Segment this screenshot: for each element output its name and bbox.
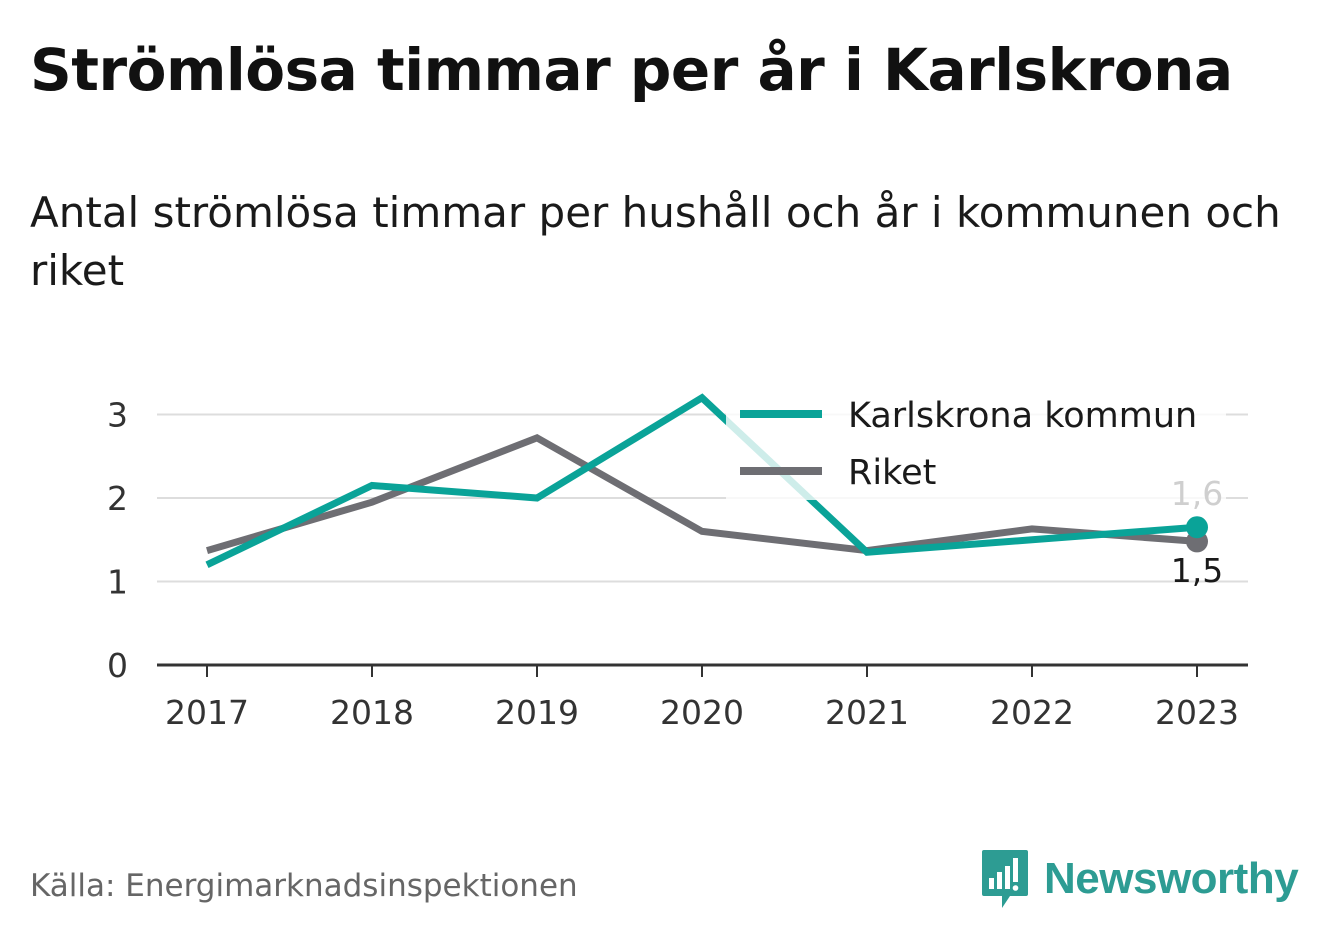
x-tick-label: 2023 xyxy=(1155,693,1239,732)
legend-label-1: Riket xyxy=(848,453,936,493)
x-tick-label: 2022 xyxy=(990,693,1074,732)
series-end-point-0 xyxy=(1186,516,1208,539)
end-value-label-0: 1,6 xyxy=(1171,474,1223,513)
y-tick-label: 1 xyxy=(107,563,128,602)
y-tick-label: 3 xyxy=(107,396,128,435)
brand-logo: Newsworthy xyxy=(980,848,1299,910)
x-tick-label: 2021 xyxy=(825,693,909,732)
x-tick-label: 2019 xyxy=(495,693,579,732)
y-tick-label: 0 xyxy=(107,646,128,685)
x-tick-label: 2017 xyxy=(165,693,249,732)
bar-chart-badge-icon xyxy=(982,850,1028,908)
end-value-label-1: 1,5 xyxy=(1171,551,1223,590)
legend-background xyxy=(726,382,1226,500)
x-tick-label: 2020 xyxy=(660,693,744,732)
chart-title: Strömlösa timmar per år i Karlskrona xyxy=(30,36,1233,104)
series-line-0 xyxy=(205,393,1198,568)
series-line-1 xyxy=(206,434,1198,555)
source-note: Källa: Energimarknadsinspektionen xyxy=(30,868,578,904)
chart-subtitle: Antal strömlösa timmar per hushåll och å… xyxy=(30,188,1281,295)
legend-label-0: Karlskrona kommun xyxy=(848,396,1197,436)
brand-name: Newsworthy xyxy=(1044,854,1299,903)
x-tick-label: 2018 xyxy=(330,693,414,732)
y-tick-label: 2 xyxy=(107,479,128,518)
